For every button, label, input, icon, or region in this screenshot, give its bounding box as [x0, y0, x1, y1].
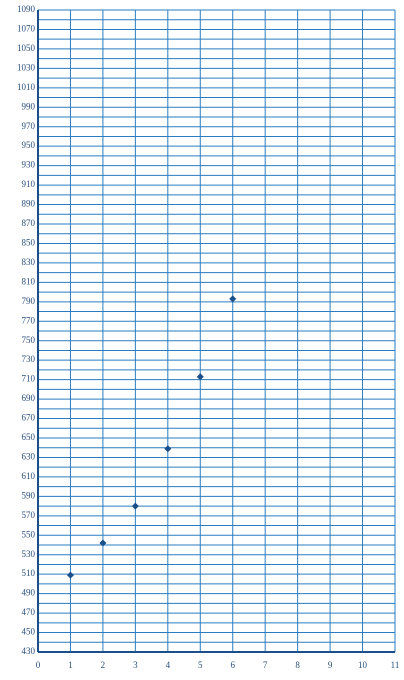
y-tick-label: 650	[22, 432, 36, 442]
y-tick-label: 550	[22, 529, 36, 539]
y-tick-label: 630	[22, 452, 36, 462]
y-tick-label: 870	[22, 218, 36, 228]
y-tick-label: 1050	[17, 43, 36, 53]
y-tick-label: 1090	[17, 4, 36, 14]
y-tick-label: 970	[22, 121, 36, 131]
x-tick-label: 2	[101, 660, 106, 670]
point	[99, 539, 107, 547]
x-tick-label: 8	[295, 660, 300, 670]
point	[66, 571, 74, 579]
x-tick-label: 6	[230, 660, 235, 670]
y-tick-label: 810	[22, 276, 36, 286]
y-tick-label: 1010	[17, 82, 36, 92]
point	[131, 502, 139, 510]
x-tick-label: 3	[133, 660, 138, 670]
x-tick-label: 11	[391, 660, 400, 670]
y-tick-label: 430	[22, 646, 36, 656]
x-tick-label: 5	[198, 660, 203, 670]
y-tick-label: 930	[22, 160, 36, 170]
y-tick-label: 910	[22, 179, 36, 189]
y-tick-label: 770	[22, 315, 36, 325]
y-tick-label: 790	[22, 296, 36, 306]
y-tick-label: 1070	[17, 24, 36, 34]
y-tick-label: 450	[22, 627, 36, 637]
y-tick-label: 890	[22, 199, 36, 209]
y-tick-label: 950	[22, 140, 36, 150]
y-tick-label: 510	[22, 568, 36, 578]
x-tick-label: 9	[328, 660, 333, 670]
x-tick-label: 4	[166, 660, 171, 670]
y-tick-label: 1030	[17, 62, 36, 72]
y-tick-label: 690	[22, 393, 36, 403]
y-tick-label: 850	[22, 238, 36, 248]
y-tick-label: 490	[22, 588, 36, 598]
y-tick-label: 590	[22, 490, 36, 500]
point	[229, 295, 237, 303]
y-tick-label: 670	[22, 413, 36, 423]
y-tick-label: 470	[22, 607, 36, 617]
y-tick-label: 710	[22, 374, 36, 384]
y-tick-label: 750	[22, 335, 36, 345]
y-tick-label: 990	[22, 101, 36, 111]
point	[164, 445, 172, 453]
x-tick-label: 0	[36, 660, 41, 670]
x-tick-label: 7	[263, 660, 268, 670]
x-tick-label: 10	[358, 660, 368, 670]
y-tick-label: 530	[22, 549, 36, 559]
y-tick-label: 730	[22, 354, 36, 364]
y-tick-label: 570	[22, 510, 36, 520]
y-tick-label: 830	[22, 257, 36, 267]
y-tick-label: 610	[22, 471, 36, 481]
point	[196, 373, 204, 381]
x-tick-label: 1	[68, 660, 73, 670]
